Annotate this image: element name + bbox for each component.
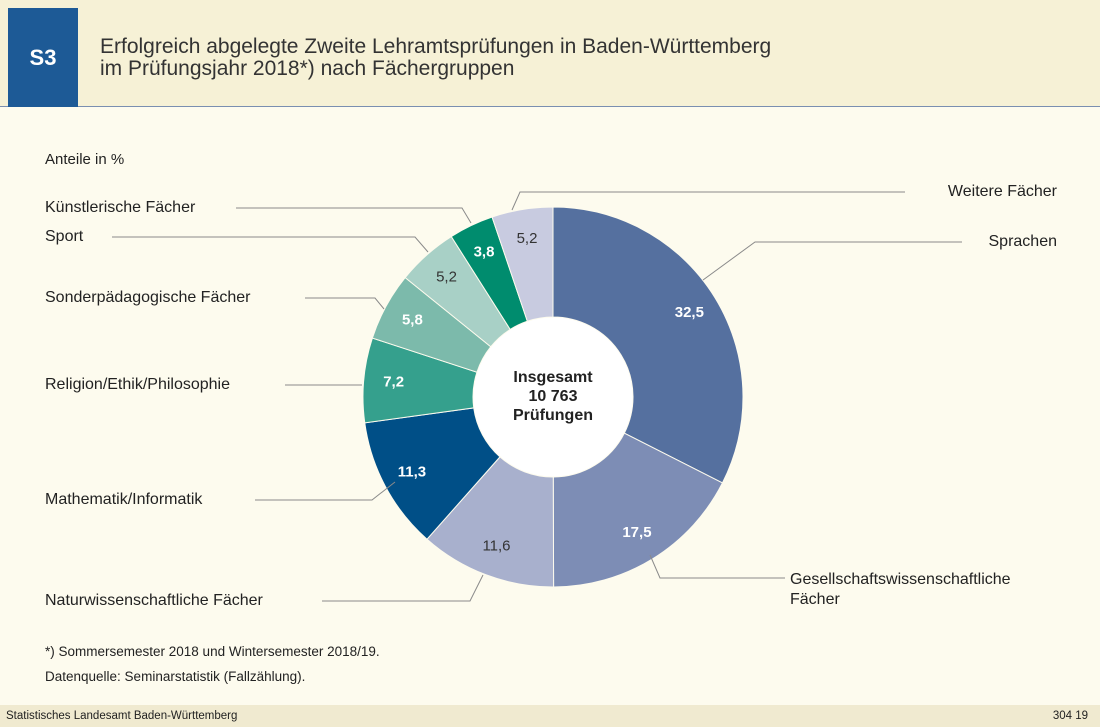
leader-line xyxy=(305,297,385,310)
leader-line xyxy=(255,481,396,501)
note: *) Sommersemester 2018 und Wintersemeste… xyxy=(45,644,380,659)
subtitle: Anteile in % xyxy=(45,151,125,168)
center-text: Prüfungen xyxy=(513,407,593,424)
value-label: 3,8 xyxy=(474,244,495,261)
category-label: Religion/Ethik/Philosophie xyxy=(45,376,230,393)
header: S3 Erfolgreich abgelegte Zweite Lehramts… xyxy=(0,0,1100,107)
value-label: 11,6 xyxy=(482,538,510,555)
value-label: 5,2 xyxy=(436,269,457,286)
leader-line xyxy=(236,207,472,224)
value-label: 7,2 xyxy=(383,374,404,391)
code: 304 19 xyxy=(1052,710,1088,722)
leader-line xyxy=(112,236,429,253)
category-label: Gesellschaftswissenschaftliche Fächer xyxy=(790,571,1011,608)
donut-segment xyxy=(491,206,554,322)
source: Statistisches Landesamt Baden-Württember… xyxy=(6,710,238,722)
title-line: im Prüfungsjahr 2018*) nach Fächergruppe… xyxy=(100,57,515,80)
category-label: Weitere Fächer xyxy=(947,183,1057,200)
value-label: 5,8 xyxy=(402,312,423,329)
footer: Statistisches Landesamt Baden-Württember… xyxy=(0,705,1100,727)
leader-line xyxy=(322,574,484,602)
category-label: Sonderpädagogische Fächer xyxy=(45,289,251,306)
title: Erfolgreich abgelegte Zweite Lehramtsprü… xyxy=(100,36,771,80)
category-label: Sprachen xyxy=(988,233,1058,250)
value-label: 11,3 xyxy=(398,463,426,480)
title-line: Erfolgreich abgelegte Zweite Lehramtsprü… xyxy=(100,35,772,58)
donut-segment xyxy=(552,206,744,484)
leader-line xyxy=(511,191,905,211)
donut-hole xyxy=(473,317,633,477)
category-label: Naturwissenschaftliche Fächer xyxy=(45,592,263,609)
value-label: 32,5 xyxy=(675,304,704,321)
center-text: 10 763 xyxy=(529,388,578,405)
donut-segment xyxy=(426,456,555,588)
value-label: 17,5 xyxy=(622,524,651,541)
category-label: Mathematik/Informatik xyxy=(45,491,203,508)
note: Datenquelle: Seminarstatistik (Fallzählu… xyxy=(45,669,306,684)
value-label: 5,2 xyxy=(517,230,538,247)
category-label: Künstlerische Fächer xyxy=(45,199,196,216)
center-text: Insgesamt xyxy=(513,369,593,386)
donut-segment xyxy=(552,432,724,588)
category-label: Sport xyxy=(45,228,84,245)
leader-line xyxy=(649,554,785,579)
leader-line xyxy=(702,241,962,281)
badge: S3 xyxy=(8,8,78,107)
